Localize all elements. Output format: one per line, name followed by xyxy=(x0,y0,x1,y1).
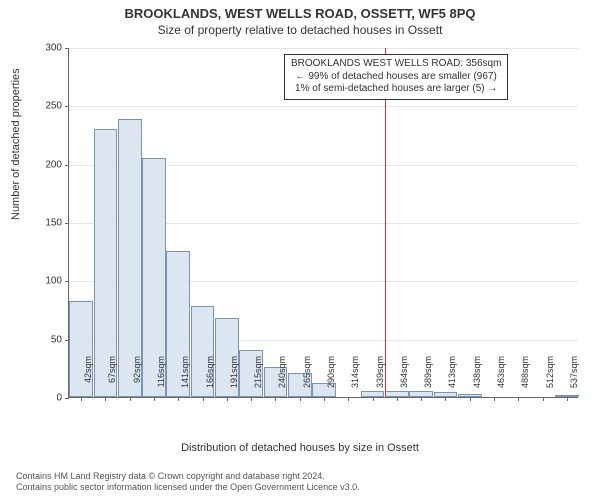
callout-line: ← 99% of detached houses are smaller (96… xyxy=(291,71,501,84)
chart-title-sub: Size of property relative to detached ho… xyxy=(0,21,600,37)
xtick-mark xyxy=(324,397,325,401)
ytick-label: 300 xyxy=(32,43,62,54)
xtick-label: 438sqm xyxy=(472,356,482,396)
xtick-mark xyxy=(130,397,131,401)
xtick-mark xyxy=(275,397,276,401)
footer-line-2: Contains public sector information licen… xyxy=(16,482,360,494)
xtick-mark xyxy=(518,397,519,401)
xtick-mark xyxy=(445,397,446,401)
y-axis-label: Number of detached properties xyxy=(10,68,22,220)
xtick-mark xyxy=(227,397,228,401)
xtick-mark xyxy=(348,397,349,401)
chart-title-main: BROOKLANDS, WEST WELLS ROAD, OSSETT, WF5… xyxy=(0,0,600,21)
xtick-label: 512sqm xyxy=(545,356,555,396)
xtick-label: 488sqm xyxy=(520,356,530,396)
ytick-mark xyxy=(65,48,69,49)
xtick-mark xyxy=(203,397,204,401)
xtick-mark xyxy=(494,397,495,401)
xtick-mark xyxy=(178,397,179,401)
xtick-label: 265sqm xyxy=(302,356,312,396)
xtick-label: 92sqm xyxy=(132,356,142,396)
xtick-label: 42sqm xyxy=(83,356,93,396)
xtick-mark xyxy=(300,397,301,401)
xtick-mark xyxy=(81,397,82,401)
footer-attribution: Contains HM Land Registry data © Crown c… xyxy=(16,471,360,494)
xtick-label: 290sqm xyxy=(326,356,336,396)
xtick-label: 413sqm xyxy=(447,356,457,396)
xtick-mark xyxy=(470,397,471,401)
xtick-label: 240sqm xyxy=(277,356,287,396)
xtick-mark xyxy=(567,397,568,401)
ytick-label: 0 xyxy=(32,393,62,404)
ytick-label: 100 xyxy=(32,276,62,287)
callout-line: 1% of semi-detached houses are larger (5… xyxy=(291,83,501,96)
xtick-label: 166sqm xyxy=(205,356,215,396)
ytick-label: 200 xyxy=(32,159,62,170)
xtick-mark xyxy=(421,397,422,401)
xtick-label: 339sqm xyxy=(375,356,385,396)
ytick-label: 150 xyxy=(32,218,62,229)
ytick-mark xyxy=(65,223,69,224)
xtick-mark xyxy=(397,397,398,401)
xtick-mark xyxy=(543,397,544,401)
xtick-mark xyxy=(105,397,106,401)
x-axis-label: Distribution of detached houses by size … xyxy=(0,442,600,454)
ytick-mark xyxy=(65,165,69,166)
xtick-mark xyxy=(154,397,155,401)
xtick-label: 364sqm xyxy=(399,356,409,396)
xtick-label: 314sqm xyxy=(350,356,360,396)
callout-box: BROOKLANDS WEST WELLS ROAD: 356sqm← 99% … xyxy=(284,54,508,100)
xtick-label: 67sqm xyxy=(107,356,117,396)
gridline xyxy=(69,48,578,49)
xtick-label: 215sqm xyxy=(253,356,263,396)
ytick-mark xyxy=(65,398,69,399)
ytick-label: 50 xyxy=(32,334,62,345)
gridline xyxy=(69,106,578,107)
xtick-label: 463sqm xyxy=(496,356,506,396)
ytick-mark xyxy=(65,281,69,282)
plot-area: BROOKLANDS WEST WELLS ROAD: 356sqm← 99% … xyxy=(68,48,578,398)
xtick-mark xyxy=(373,397,374,401)
property-marker-line xyxy=(385,48,386,397)
xtick-label: 141sqm xyxy=(180,356,190,396)
xtick-label: 116sqm xyxy=(156,356,166,396)
callout-line: BROOKLANDS WEST WELLS ROAD: 356sqm xyxy=(291,58,501,71)
ytick-mark xyxy=(65,106,69,107)
chart-area: BROOKLANDS WEST WELLS ROAD: 356sqm← 99% … xyxy=(68,48,578,398)
xtick-label: 389sqm xyxy=(423,356,433,396)
xtick-label: 537sqm xyxy=(569,356,579,396)
xtick-mark xyxy=(251,397,252,401)
footer-line-1: Contains HM Land Registry data © Crown c… xyxy=(16,471,360,483)
ytick-label: 250 xyxy=(32,101,62,112)
xtick-label: 191sqm xyxy=(229,356,239,396)
